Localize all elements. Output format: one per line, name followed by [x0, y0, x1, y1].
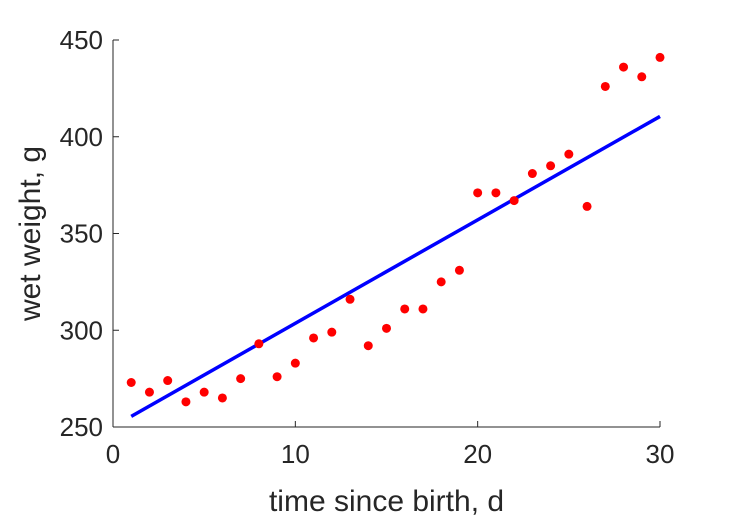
y-tick-label: 450 [60, 25, 103, 55]
data-point [163, 376, 173, 386]
y-tick-label: 300 [60, 315, 103, 345]
data-point [527, 169, 537, 179]
data-point [436, 277, 446, 287]
data-point [454, 265, 464, 275]
data-point [254, 339, 264, 349]
data-point [564, 149, 574, 159]
y-tick-label: 250 [60, 412, 103, 442]
data-point [491, 188, 501, 198]
x-ticks: 0 10 20 30 [106, 421, 675, 469]
data-point [290, 358, 300, 368]
x-axis-label: time since birth, d [269, 485, 504, 518]
data-point [655, 52, 665, 62]
y-axis-label: wet weight, g [14, 146, 47, 322]
data-point [637, 72, 647, 82]
data-point [619, 62, 629, 72]
data-point [600, 81, 610, 91]
data-point [473, 188, 483, 198]
axes [112, 40, 660, 428]
data-point [272, 372, 282, 382]
data-point [327, 327, 337, 337]
x-tick-label: 10 [281, 439, 310, 469]
data-point [418, 304, 428, 314]
data-point [400, 304, 410, 314]
data-point [345, 294, 355, 304]
plot-area [126, 52, 665, 418]
data-point [199, 387, 209, 397]
data-point [509, 196, 519, 206]
y-tick-label: 400 [60, 122, 103, 152]
data-point [363, 341, 373, 351]
data-point [546, 161, 556, 171]
y-ticks: 250 300 350 400 450 [60, 25, 119, 442]
data-point [236, 374, 246, 384]
data-point [144, 387, 154, 397]
data-point [181, 397, 191, 407]
data-point [217, 393, 227, 403]
y-tick-label: 350 [60, 219, 103, 249]
x-tick-label: 20 [463, 439, 492, 469]
fit-line [130, 114, 661, 418]
x-tick-label: 30 [646, 439, 675, 469]
data-point [382, 323, 391, 333]
x-tick-label: 0 [106, 439, 120, 469]
data-point [126, 377, 136, 387]
data-point [309, 333, 319, 343]
data-point [582, 201, 592, 211]
